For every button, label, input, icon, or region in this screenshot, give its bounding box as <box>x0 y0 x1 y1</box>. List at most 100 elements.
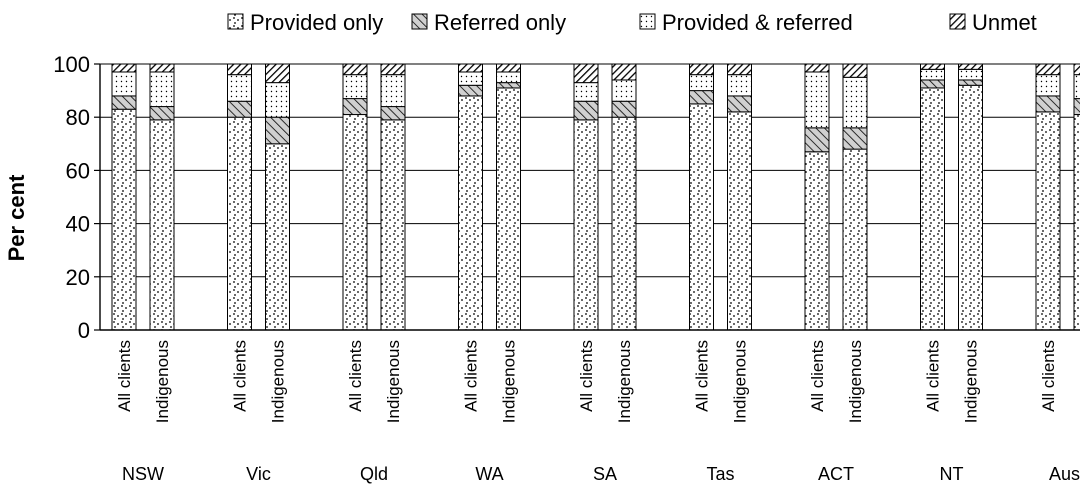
bar-segment-nsw-all-clients-referred-only <box>111 95 137 110</box>
bar-segment-vic-indigenous-unmet <box>265 63 290 84</box>
category-label: Indigenous <box>500 340 519 423</box>
category-label: All clients <box>693 340 712 412</box>
bar-segment-qld-indigenous-unmet <box>380 63 406 76</box>
bar-segment-qld-all-clients-unmet <box>342 63 368 76</box>
bar-segment-act-indigenous-provided-and-referred <box>842 76 868 129</box>
group-label-qld: Qld <box>360 464 388 484</box>
bar-segment-aust-indigenous-unmet <box>1073 63 1080 76</box>
group-labels: NSW Vic Qld WA SA Tas ACT NT Aust <box>122 464 1080 484</box>
y-tick-label: 0 <box>78 318 90 343</box>
bar-segment-wa-all-clients-provided-and-referred <box>458 71 483 86</box>
group-label-nsw: NSW <box>122 464 164 484</box>
bar-segment-qld-all-clients-referred-only <box>342 98 368 116</box>
category-label: Indigenous <box>153 340 172 423</box>
bar-segment-nt-indigenous-referred-only <box>958 79 983 86</box>
category-label: All clients <box>462 340 481 412</box>
bar-segment-sa-all-clients-provided-only <box>573 119 599 331</box>
group-label-tas: Tas <box>706 464 734 484</box>
bar-segment-aust-indigenous-referred-only <box>1073 98 1080 116</box>
legend-swatch-provided-and-referred <box>639 13 656 30</box>
category-label: All clients <box>1039 340 1058 412</box>
bar-segment-vic-all-clients-provided-and-referred <box>227 74 252 102</box>
bar-segment-act-indigenous-unmet <box>842 63 868 78</box>
group-label-vic: Vic <box>246 464 271 484</box>
bar-segment-aust-indigenous-provided-and-referred <box>1073 74 1080 100</box>
bar-segment-nt-indigenous-provided-only <box>958 84 983 331</box>
legend-label-unmet: Unmet <box>972 10 1037 35</box>
bar-segment-qld-indigenous-provided-only <box>380 119 406 331</box>
bar-segment-vic-indigenous-provided-and-referred <box>265 82 290 118</box>
y-axis-title: Per cent <box>4 174 29 261</box>
bar-segment-nsw-indigenous-unmet <box>149 63 175 73</box>
bar-segment-vic-all-clients-provided-only <box>227 116 252 331</box>
category-labels: All clients Indigenous All clients Indigeno… <box>115 340 1080 423</box>
category-label: Indigenous <box>269 340 288 423</box>
bar-segment-vic-indigenous-referred-only <box>265 116 290 145</box>
bar-segment-aust-all-clients-unmet <box>1035 63 1061 76</box>
axes <box>94 63 1080 331</box>
y-tick-label: 80 <box>66 105 90 130</box>
legend-label-provided-only: Provided only <box>250 10 383 35</box>
bar-segment-nsw-all-clients-provided-only <box>111 108 137 331</box>
bar-segment-tas-indigenous-provided-only <box>727 111 752 331</box>
category-label: All clients <box>231 340 250 412</box>
legend-swatch-unmet <box>949 13 966 30</box>
bar-segment-aust-all-clients-provided-and-referred <box>1035 74 1061 97</box>
bar-segment-nt-indigenous-unmet <box>958 63 983 70</box>
category-label: All clients <box>924 340 943 412</box>
legend-swatch-referred-only <box>411 13 428 30</box>
bar-segment-sa-all-clients-unmet <box>573 63 599 84</box>
bar-segment-nsw-indigenous-provided-only <box>149 119 175 331</box>
legend-label-provided-and-referred: Provided & referred <box>662 10 853 35</box>
bar-segment-wa-indigenous-provided-and-referred <box>496 71 521 84</box>
bar-segment-act-all-clients-provided-and-referred <box>804 71 830 129</box>
category-label: Indigenous <box>615 340 634 423</box>
category-label: Indigenous <box>1077 340 1080 423</box>
category-label: All clients <box>808 340 827 412</box>
legend-swatch-provided-only <box>227 13 244 30</box>
group-label-act: ACT <box>818 464 854 484</box>
bar-segment-wa-all-clients-referred-only <box>458 84 483 97</box>
bar-segment-tas-indigenous-provided-and-referred <box>727 74 752 97</box>
bars <box>111 63 1080 331</box>
y-tick-labels: 0 20 40 60 80 100 <box>53 52 90 343</box>
bar-segment-vic-indigenous-provided-only <box>265 143 290 331</box>
bar-segment-aust-indigenous-provided-only <box>1073 114 1080 331</box>
group-label-wa: WA <box>475 464 503 484</box>
bar-segment-qld-indigenous-provided-and-referred <box>380 74 406 108</box>
bar-segment-nsw-all-clients-provided-and-referred <box>111 71 137 97</box>
bar-segment-act-indigenous-referred-only <box>842 127 868 150</box>
group-label-nt: NT <box>940 464 964 484</box>
bar-segment-aust-all-clients-referred-only <box>1035 95 1061 113</box>
bar-segment-tas-all-clients-referred-only <box>689 90 714 105</box>
bar-segment-act-all-clients-unmet <box>804 63 830 73</box>
bar-segment-tas-indigenous-referred-only <box>727 95 752 113</box>
y-tick-label: 60 <box>66 158 90 183</box>
bar-segment-sa-indigenous-provided-and-referred <box>611 79 637 102</box>
bar-segment-nt-all-clients-unmet <box>920 63 945 70</box>
category-label: All clients <box>115 340 134 412</box>
bar-segment-tas-all-clients-provided-and-referred <box>689 74 714 92</box>
bar-segment-nt-all-clients-referred-only <box>920 79 945 89</box>
bar-segment-act-all-clients-provided-only <box>804 151 830 331</box>
y-tick-label: 20 <box>66 265 90 290</box>
y-tick-label: 100 <box>53 52 90 77</box>
bar-segment-sa-indigenous-referred-only <box>611 100 637 118</box>
bar-segment-nsw-indigenous-provided-and-referred <box>149 71 175 108</box>
bar-segment-vic-all-clients-referred-only <box>227 100 252 118</box>
legend-label-referred-only: Referred only <box>434 10 566 35</box>
bar-segment-sa-all-clients-referred-only <box>573 100 599 121</box>
bar-segment-sa-indigenous-unmet <box>611 63 637 81</box>
bar-segment-wa-all-clients-unmet <box>458 63 483 73</box>
bar-segment-sa-all-clients-provided-and-referred <box>573 82 599 102</box>
bar-segment-wa-indigenous-referred-only <box>496 82 521 89</box>
y-tick-label: 40 <box>66 212 90 237</box>
bar-segment-tas-indigenous-unmet <box>727 63 752 76</box>
bar-segment-tas-all-clients-provided-only <box>689 103 714 331</box>
bar-segment-nsw-indigenous-referred-only <box>149 106 175 121</box>
bar-segment-tas-all-clients-unmet <box>689 63 714 76</box>
bar-segment-nt-indigenous-provided-and-referred <box>958 68 983 81</box>
bar-segment-wa-indigenous-provided-only <box>496 87 521 331</box>
category-label: Indigenous <box>731 340 750 423</box>
